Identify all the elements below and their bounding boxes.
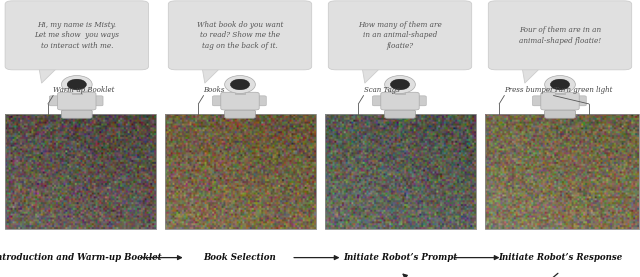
Text: Hi, my name is Misty.
Let me show  you ways
to interact with me.: Hi, my name is Misty. Let me show you wa… [35, 21, 119, 50]
Text: What book do you want
to read? Show me the
tag on the back of it.: What book do you want to read? Show me t… [197, 21, 283, 50]
Text: Book Selection: Book Selection [204, 253, 276, 262]
FancyBboxPatch shape [328, 1, 472, 70]
Polygon shape [522, 64, 544, 83]
Bar [72, 91, 82, 94]
Text: Press bumper: Press bumper [504, 86, 554, 94]
Text: Warm-up Booklet: Warm-up Booklet [53, 86, 115, 94]
FancyBboxPatch shape [488, 1, 632, 70]
FancyBboxPatch shape [168, 1, 312, 70]
FancyBboxPatch shape [90, 96, 103, 106]
FancyBboxPatch shape [372, 96, 385, 106]
Ellipse shape [230, 79, 250, 90]
Ellipse shape [61, 76, 92, 93]
Polygon shape [202, 60, 224, 64]
FancyBboxPatch shape [541, 92, 579, 110]
FancyBboxPatch shape [413, 96, 426, 106]
Text: Initiate Robot’s Response: Initiate Robot’s Response [498, 253, 622, 262]
Text: Initiate Robot’s Prompt: Initiate Robot’s Prompt [343, 253, 457, 262]
Bar [485, 114, 639, 229]
Bar [395, 91, 405, 94]
Polygon shape [38, 60, 61, 64]
Text: How many of them are
in an animal-shaped
floatie?: How many of them are in an animal-shaped… [358, 21, 442, 50]
FancyBboxPatch shape [381, 92, 419, 110]
Text: Four of them are in an
animal-shaped floatie!: Four of them are in an animal-shaped flo… [519, 26, 601, 45]
Polygon shape [522, 60, 544, 64]
FancyBboxPatch shape [221, 92, 259, 110]
FancyBboxPatch shape [49, 96, 62, 106]
Ellipse shape [225, 76, 255, 93]
FancyBboxPatch shape [5, 1, 148, 70]
FancyBboxPatch shape [58, 92, 96, 110]
Ellipse shape [545, 76, 575, 93]
FancyBboxPatch shape [61, 110, 92, 118]
Ellipse shape [390, 79, 410, 90]
FancyBboxPatch shape [225, 110, 255, 118]
FancyBboxPatch shape [532, 96, 545, 106]
Polygon shape [362, 60, 384, 64]
Bar [165, 114, 316, 229]
Bar [235, 91, 245, 94]
Text: Introduction and Warm-up Booklet: Introduction and Warm-up Booklet [0, 253, 162, 262]
FancyBboxPatch shape [385, 110, 415, 118]
FancyBboxPatch shape [253, 96, 266, 106]
Ellipse shape [385, 76, 415, 93]
Bar [5, 114, 156, 229]
Polygon shape [362, 64, 384, 83]
Ellipse shape [550, 79, 570, 90]
Text: Books: Books [204, 86, 225, 94]
Polygon shape [38, 64, 61, 83]
FancyBboxPatch shape [573, 96, 586, 106]
Text: Scan Tags: Scan Tags [364, 86, 399, 94]
FancyBboxPatch shape [545, 110, 575, 118]
Bar [555, 91, 565, 94]
FancyBboxPatch shape [212, 96, 225, 106]
Ellipse shape [67, 79, 86, 90]
Bar [325, 114, 476, 229]
Polygon shape [202, 64, 224, 83]
Text: Turn green light: Turn green light [554, 86, 612, 94]
